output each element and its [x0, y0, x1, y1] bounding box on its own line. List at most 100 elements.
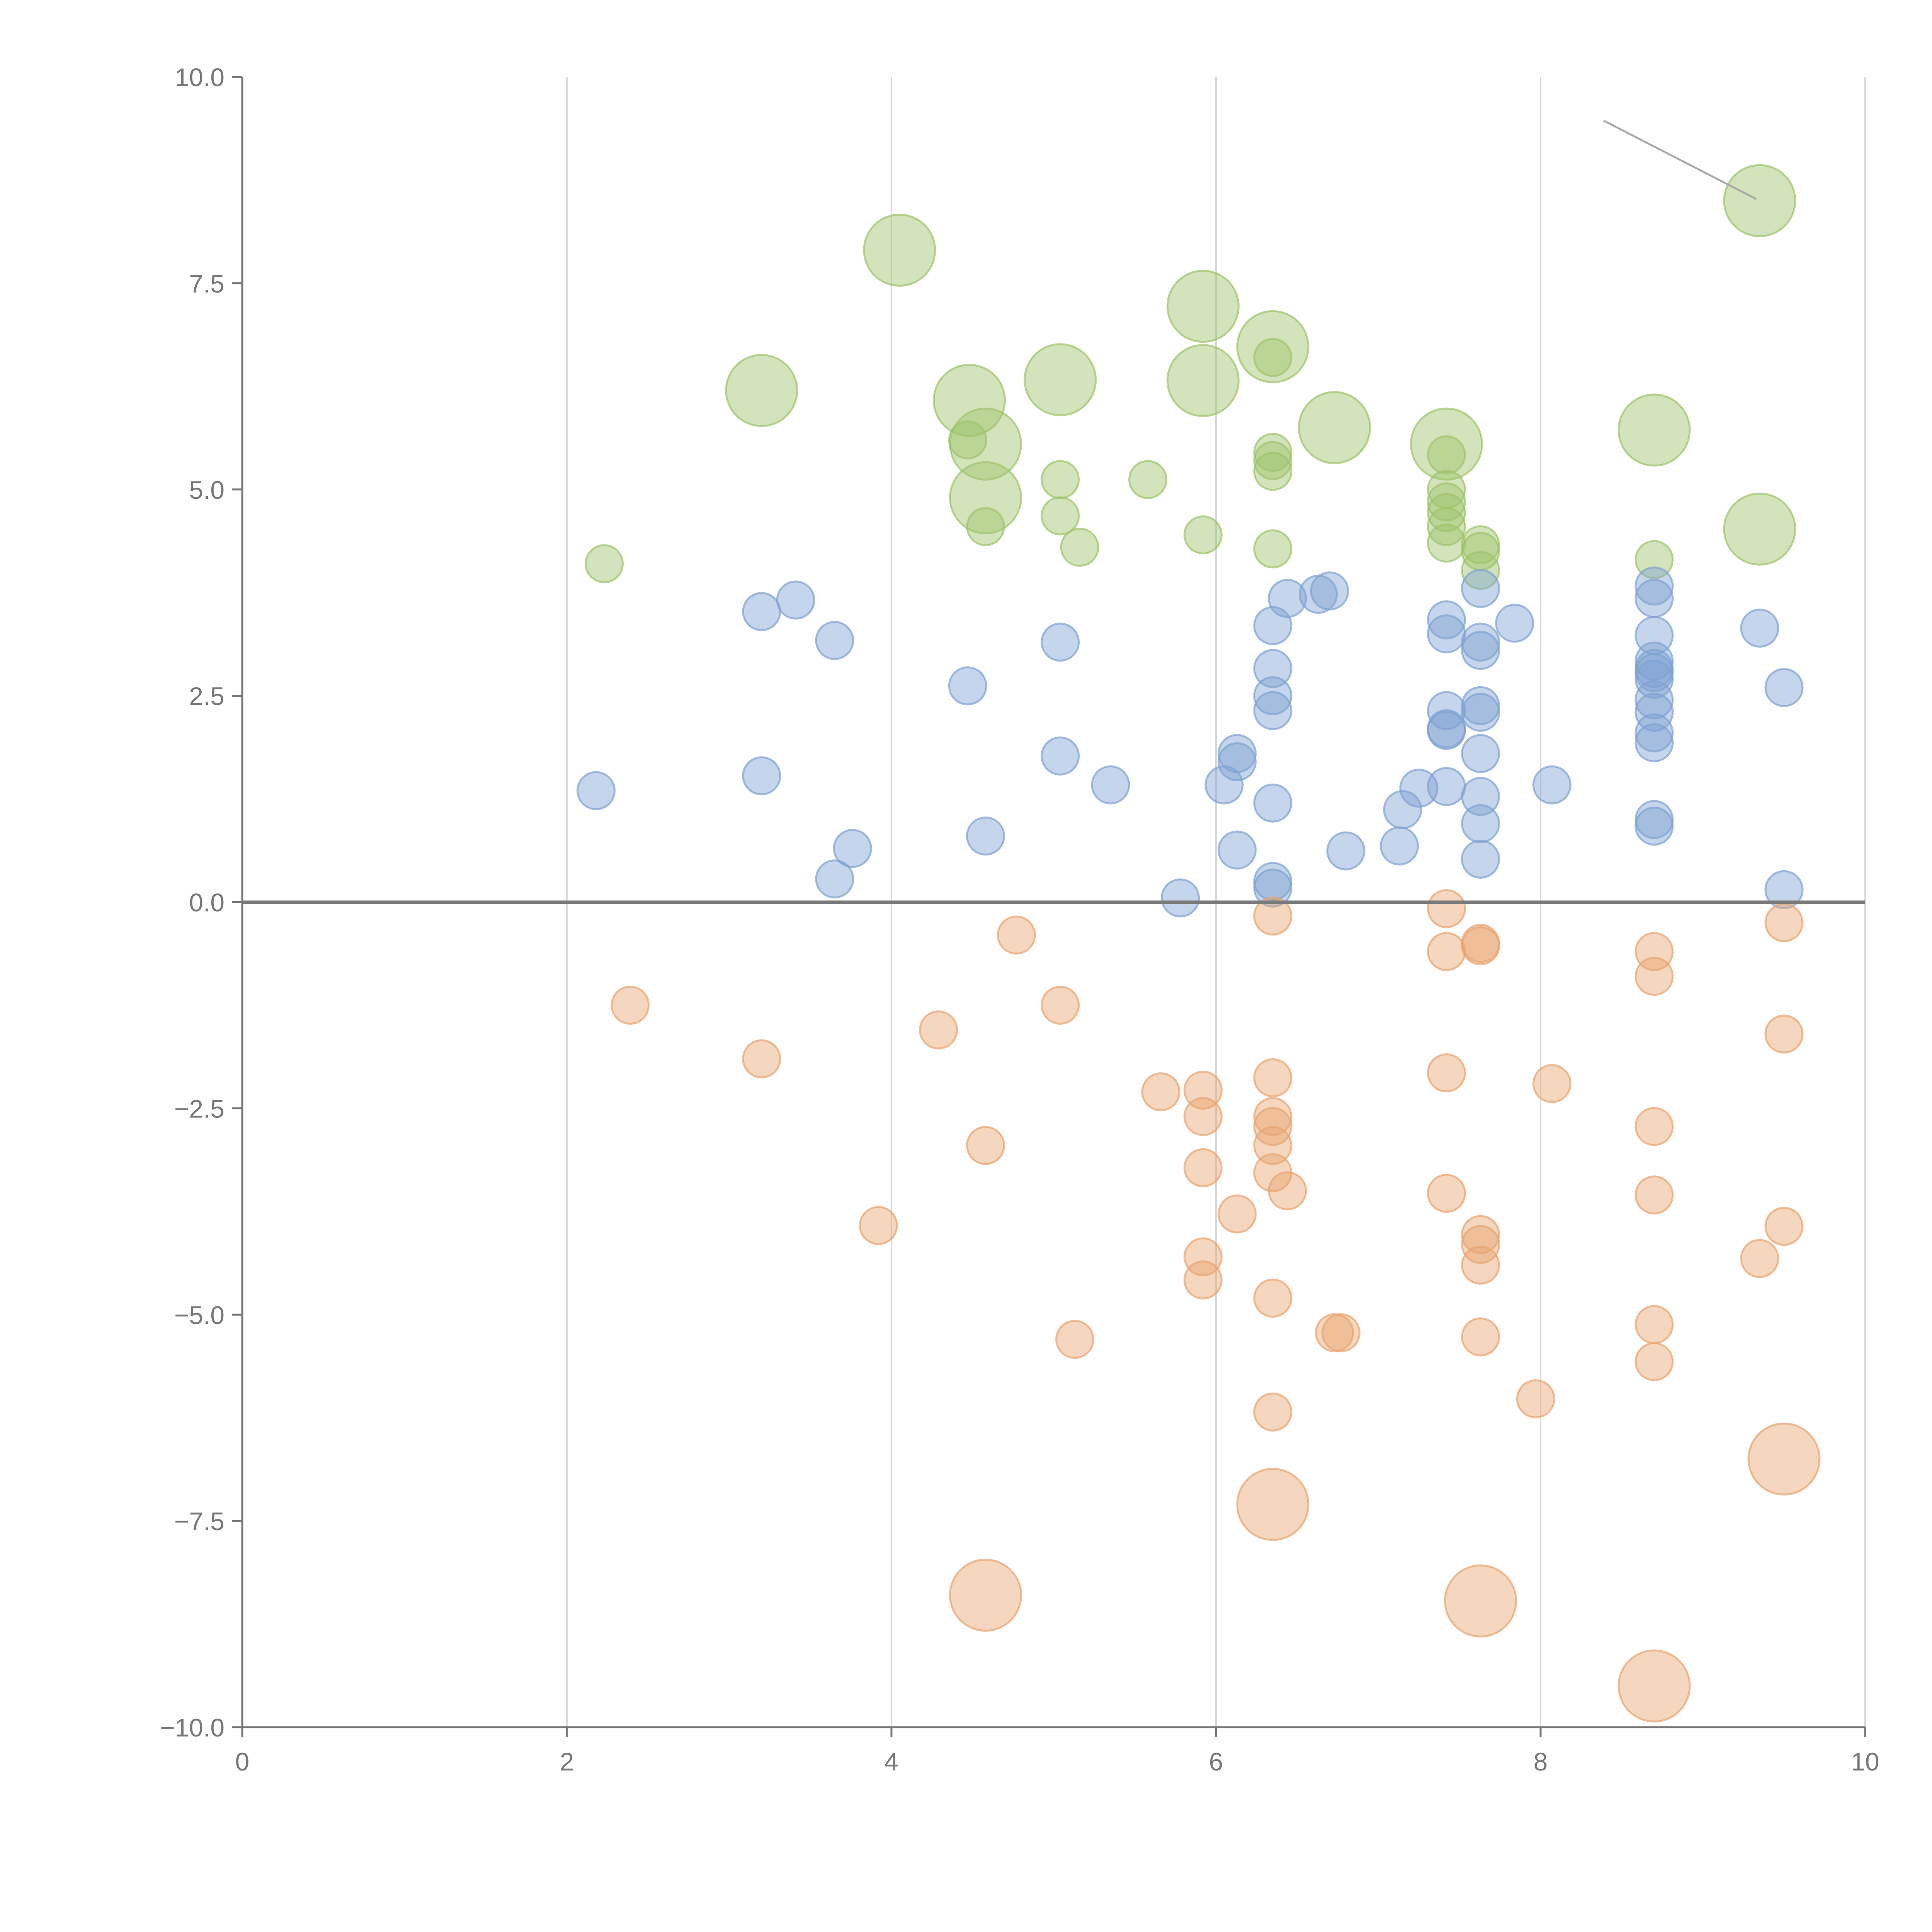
blue-point — [742, 756, 781, 796]
blue-point — [1427, 767, 1466, 806]
orange-point — [1253, 1279, 1293, 1318]
blue-point — [815, 859, 854, 899]
orange-point — [1764, 1207, 1804, 1246]
orange-point — [742, 1039, 781, 1078]
green-point — [1253, 338, 1293, 377]
blue-point — [1634, 579, 1674, 618]
blue-point — [1253, 868, 1293, 908]
orange-point — [1461, 1225, 1500, 1264]
green-point — [1427, 493, 1466, 532]
y-tick-label: 2.5 — [189, 682, 224, 711]
orange-point — [1253, 1392, 1293, 1432]
blue-point — [1461, 777, 1500, 816]
green-point — [725, 354, 798, 427]
green-point — [1041, 496, 1080, 536]
blue-point — [1740, 609, 1779, 648]
orange-point — [1461, 926, 1500, 966]
blue-point — [1495, 604, 1534, 643]
green-point — [1128, 460, 1168, 499]
leader-lines — [1603, 119, 1757, 200]
green-point — [966, 507, 1005, 546]
orange-point — [1617, 1649, 1691, 1723]
blue-point — [1764, 870, 1804, 909]
blue-point — [1634, 806, 1674, 846]
green-point — [1253, 529, 1293, 569]
blue-point — [1218, 830, 1257, 870]
orange-point — [1532, 1064, 1571, 1103]
orange-point — [1041, 985, 1080, 1025]
orange-point — [1427, 1173, 1466, 1213]
tick-labels: 0 2 4 6 8 10 10.0 7.5 5.0 2.5 0.0 −2.5 −5.0 −7.5 −10.0 — [160, 63, 1879, 1776]
blue-point — [815, 621, 854, 660]
blue-point — [1161, 878, 1200, 918]
axes — [241, 77, 1865, 1728]
orange-point — [1634, 1107, 1674, 1146]
blue-point — [1634, 566, 1674, 606]
blue-point — [776, 580, 815, 620]
orange-point — [1747, 1422, 1821, 1496]
green-point — [1723, 492, 1796, 566]
blue-point — [1461, 569, 1500, 608]
y-tick-label: 0.0 — [189, 888, 224, 917]
green-point — [1166, 344, 1240, 417]
orange-point — [949, 1558, 1022, 1632]
orange-point — [1516, 1379, 1555, 1418]
orange-point — [1253, 1126, 1293, 1165]
orange-point — [1183, 1148, 1223, 1187]
green-point — [1253, 452, 1293, 491]
green-point — [1166, 270, 1240, 343]
blue-point — [1218, 734, 1257, 773]
orange-point — [1461, 1245, 1500, 1285]
green-point — [1183, 515, 1223, 554]
blue-point — [1461, 734, 1500, 773]
y-tick-label: −2.5 — [174, 1094, 224, 1123]
green-point — [948, 420, 987, 460]
orange-point — [997, 915, 1036, 955]
orange-point — [1141, 1072, 1180, 1112]
blue-point — [1268, 579, 1307, 618]
leader-line — [1603, 119, 1757, 200]
blue-point — [1764, 668, 1804, 707]
blue-point — [1427, 614, 1466, 653]
green-point — [1427, 524, 1466, 563]
orange-point — [1253, 896, 1293, 936]
green-point — [1060, 527, 1099, 567]
y-tick-label: −5.0 — [174, 1301, 224, 1329]
y-tick-label: 7.5 — [189, 269, 224, 298]
orange-point — [1183, 1260, 1223, 1300]
x-tick-label: 2 — [560, 1747, 574, 1776]
blue-point — [1041, 736, 1080, 776]
green-point — [585, 544, 624, 583]
y-tick-label: −7.5 — [174, 1507, 224, 1536]
blue-point — [1218, 742, 1257, 781]
orange-point — [1427, 889, 1466, 929]
orange-point — [1764, 1014, 1804, 1054]
blue-point — [1461, 622, 1500, 662]
x-tick-label: 6 — [1209, 1747, 1223, 1776]
x-tick-label: 0 — [235, 1747, 250, 1776]
orange-point — [1427, 1053, 1466, 1093]
orange-point — [1740, 1239, 1779, 1278]
blue-point — [1634, 680, 1674, 719]
orange-point — [1321, 1313, 1361, 1352]
orange-point — [1461, 1215, 1500, 1254]
blue-point — [742, 592, 781, 631]
blue-point — [1399, 769, 1439, 808]
orange-point — [1634, 1305, 1674, 1344]
green-point — [1024, 343, 1097, 417]
blue-point — [1634, 692, 1674, 732]
green-point — [1617, 393, 1691, 467]
green-point — [863, 213, 936, 287]
blue-point — [833, 829, 872, 868]
blue-point — [1253, 691, 1293, 730]
orange-point — [1634, 1342, 1674, 1381]
x-tick-label: 4 — [884, 1747, 899, 1776]
blue-point — [1634, 723, 1674, 762]
orange-point — [1055, 1320, 1095, 1359]
green-point — [1427, 435, 1466, 474]
blue-point — [948, 666, 987, 706]
x-tick-label: 8 — [1534, 1747, 1548, 1776]
blue-point — [1326, 831, 1366, 871]
orange-point — [859, 1206, 898, 1245]
